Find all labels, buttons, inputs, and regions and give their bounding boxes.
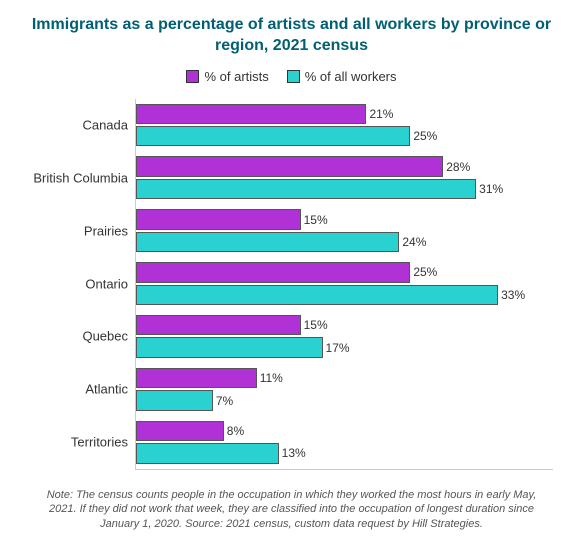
bar-artists: 8% xyxy=(136,421,224,441)
legend: % of artists % of all workers xyxy=(30,69,553,84)
chart-container: Immigrants as a percentage of artists an… xyxy=(0,0,583,553)
legend-item-workers: % of all workers xyxy=(287,69,397,84)
bar-group: Canada21%25% xyxy=(136,103,553,148)
bar-workers: 7% xyxy=(136,390,213,410)
value-label: 21% xyxy=(365,107,393,121)
bar-group: Territories8%13% xyxy=(136,420,553,465)
bar-workers: 17% xyxy=(136,337,323,357)
legend-swatch-artists xyxy=(186,70,199,83)
value-label: 24% xyxy=(398,235,426,249)
value-label: 13% xyxy=(278,446,306,460)
category-label: Quebec xyxy=(8,329,136,344)
value-label: 25% xyxy=(409,265,437,279)
value-label: 8% xyxy=(223,424,244,438)
legend-item-artists: % of artists xyxy=(186,69,268,84)
bar-group: Ontario25%33% xyxy=(136,261,553,306)
category-label: Canada xyxy=(8,118,136,133)
plot-area: Canada21%25%British Columbia28%31%Prairi… xyxy=(135,99,553,470)
bar-artists: 21% xyxy=(136,104,366,124)
bar-workers: 13% xyxy=(136,443,279,463)
value-label: 15% xyxy=(300,213,328,227)
value-label: 31% xyxy=(475,182,503,196)
legend-swatch-workers xyxy=(287,70,300,83)
legend-label-workers: % of all workers xyxy=(305,69,397,84)
category-label: Ontario xyxy=(8,276,136,291)
value-label: 25% xyxy=(409,129,437,143)
chart-footnote: Note: The census counts people in the oc… xyxy=(30,488,553,533)
bar-workers: 24% xyxy=(136,232,399,252)
category-label: Prairies xyxy=(8,223,136,238)
chart-title: Immigrants as a percentage of artists an… xyxy=(30,15,553,57)
bar-group: British Columbia28%31% xyxy=(136,155,553,200)
bar-workers: 33% xyxy=(136,285,498,305)
bar-workers: 31% xyxy=(136,179,476,199)
value-label: 33% xyxy=(497,288,525,302)
bar-group: Prairies15%24% xyxy=(136,208,553,253)
bar-group: Quebec15%17% xyxy=(136,314,553,359)
bar-artists: 15% xyxy=(136,315,301,335)
bar-artists: 25% xyxy=(136,262,410,282)
category-label: British Columbia xyxy=(8,170,136,185)
value-label: 7% xyxy=(212,394,233,408)
bar-group: Atlantic11%7% xyxy=(136,367,553,412)
bar-artists: 11% xyxy=(136,368,257,388)
bar-artists: 28% xyxy=(136,156,443,176)
bar-workers: 25% xyxy=(136,126,410,146)
value-label: 15% xyxy=(300,318,328,332)
value-label: 11% xyxy=(256,371,283,385)
category-label: Atlantic xyxy=(8,382,136,397)
value-label: 28% xyxy=(442,160,470,174)
category-label: Territories xyxy=(8,435,136,450)
legend-label-artists: % of artists xyxy=(204,69,268,84)
value-label: 17% xyxy=(322,341,350,355)
bar-artists: 15% xyxy=(136,209,301,229)
